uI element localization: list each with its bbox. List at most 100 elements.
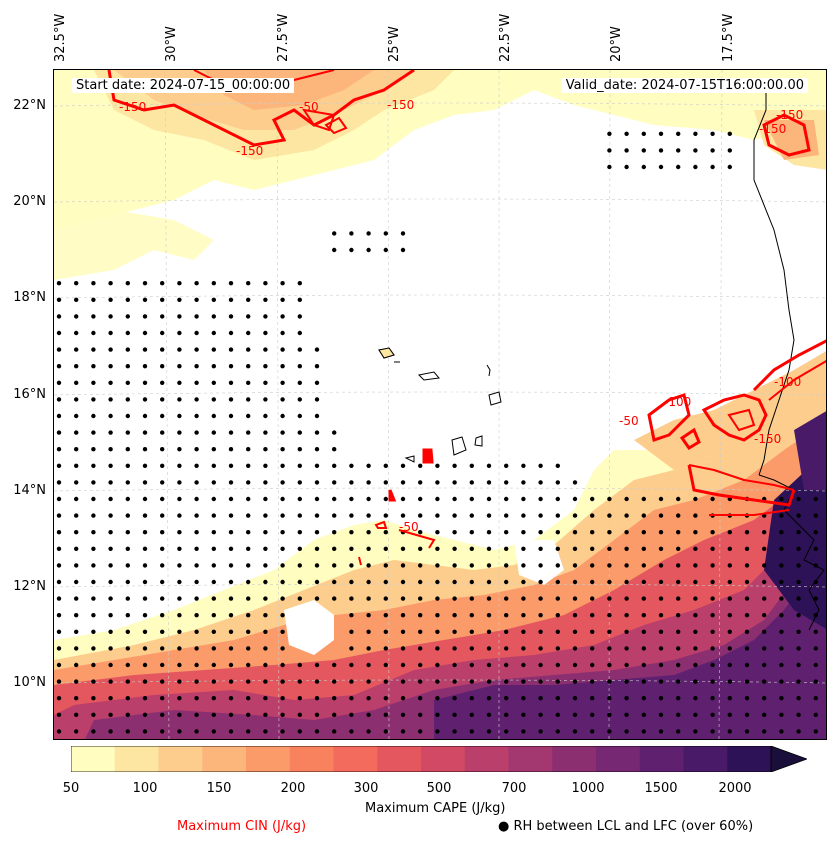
rh-dot bbox=[641, 613, 646, 618]
rh-dot bbox=[194, 463, 199, 468]
rh-dot bbox=[91, 463, 96, 468]
rh-dot bbox=[108, 430, 113, 435]
colorbar-cell bbox=[333, 746, 378, 772]
rh-dot bbox=[228, 430, 234, 435]
map-panel[interactable]: -150 -150 -50 -100 -150 -150 -50 -100 -1… bbox=[53, 69, 827, 740]
rh-dot bbox=[56, 447, 62, 452]
rh-dot bbox=[572, 629, 578, 634]
rh-dot bbox=[521, 696, 526, 701]
rh-dot bbox=[280, 579, 285, 585]
rh-dot bbox=[710, 496, 715, 502]
rh-dot bbox=[160, 281, 165, 286]
rh-dot bbox=[744, 729, 750, 734]
rh-dot bbox=[400, 662, 406, 668]
rh-dot bbox=[91, 496, 96, 502]
rh-dot bbox=[486, 629, 492, 634]
rh-dot bbox=[56, 712, 62, 717]
rh-dot bbox=[332, 231, 337, 236]
rh-dot bbox=[555, 496, 560, 502]
rh-dot bbox=[744, 563, 750, 568]
rh-legend-label: RH between LCL and LFC (over 60%) bbox=[513, 819, 754, 834]
rh-dot bbox=[400, 579, 406, 585]
rh-dot bbox=[504, 563, 509, 568]
rh-dot bbox=[125, 696, 130, 701]
rh-dot bbox=[332, 696, 337, 701]
rh-dot bbox=[142, 596, 148, 601]
rh-dot bbox=[280, 546, 285, 551]
cin-label: -100 bbox=[664, 395, 692, 409]
rh-dot bbox=[108, 463, 113, 468]
rh-dot bbox=[194, 546, 199, 551]
rh-dot bbox=[762, 563, 767, 568]
rh-dot bbox=[332, 679, 337, 684]
colorbar-cell bbox=[246, 746, 291, 772]
rh-dot bbox=[727, 596, 732, 601]
rh-dot bbox=[538, 513, 543, 518]
rh-dot bbox=[160, 629, 165, 634]
rh-dot bbox=[796, 563, 801, 568]
rh-dot bbox=[607, 679, 612, 684]
rh-dot bbox=[108, 729, 113, 734]
rh-dot bbox=[314, 430, 320, 435]
rh-dot bbox=[56, 729, 62, 734]
rh-dot bbox=[108, 712, 113, 717]
rh-dot bbox=[263, 712, 268, 717]
rh-dot bbox=[400, 712, 406, 717]
rh-dot bbox=[555, 679, 560, 684]
rh-dot bbox=[280, 530, 285, 535]
rh-dot bbox=[314, 413, 320, 419]
rh-dot bbox=[521, 546, 526, 551]
rh-dot bbox=[125, 447, 130, 452]
rh-dot bbox=[469, 613, 474, 618]
rh-dot bbox=[607, 496, 612, 502]
rh-dot bbox=[538, 496, 543, 502]
rh-dot bbox=[228, 729, 234, 734]
rh-dot bbox=[177, 563, 182, 568]
rh-dot bbox=[177, 729, 182, 734]
rh-dot bbox=[538, 563, 543, 568]
start-date-text: Start date: 2024-07-15_00:00:00 bbox=[72, 78, 295, 93]
rh-dot bbox=[142, 679, 148, 684]
rh-dot bbox=[142, 463, 148, 468]
rh-dot bbox=[383, 563, 388, 568]
rh-dot bbox=[504, 480, 509, 485]
colorbar-tick: 1000 bbox=[571, 781, 605, 796]
colorbar-tick: 100 bbox=[132, 781, 158, 796]
rh-dot bbox=[641, 679, 646, 684]
rh-dot bbox=[469, 729, 474, 734]
rh-dot bbox=[452, 513, 457, 518]
rh-dot bbox=[194, 330, 199, 336]
rh-dot bbox=[332, 480, 337, 485]
rh-dot bbox=[142, 297, 148, 302]
rh-dot bbox=[228, 447, 234, 452]
rh-dot bbox=[727, 546, 732, 551]
rh-dot bbox=[813, 629, 818, 634]
rh-dot bbox=[366, 546, 371, 551]
rh-dot bbox=[56, 347, 62, 352]
rh-dot bbox=[555, 646, 560, 651]
rh-dot bbox=[486, 480, 492, 485]
rh-dot bbox=[435, 546, 440, 551]
rh-dot bbox=[452, 729, 457, 734]
rh-dot bbox=[194, 513, 199, 518]
rh-dot bbox=[762, 546, 767, 551]
rh-marker-icon: ● bbox=[498, 819, 510, 834]
rh-dot bbox=[607, 596, 612, 601]
rh-dot bbox=[469, 646, 474, 651]
rh-dot bbox=[727, 563, 732, 568]
rh-dot bbox=[572, 696, 578, 701]
cin-label: -150 bbox=[119, 100, 147, 114]
rh-dot bbox=[641, 646, 646, 651]
rh-dot bbox=[297, 413, 302, 419]
rh-dot bbox=[727, 131, 732, 136]
rh-dot bbox=[693, 131, 698, 136]
rh-dot bbox=[194, 314, 199, 319]
rh-dot bbox=[91, 546, 96, 551]
rh-dot bbox=[521, 613, 526, 618]
rh-dot bbox=[246, 281, 251, 286]
rh-dot bbox=[332, 247, 337, 253]
rh-dot bbox=[813, 546, 818, 551]
rh-dot bbox=[555, 662, 560, 668]
rh-dot bbox=[572, 496, 578, 502]
rh-dot bbox=[263, 297, 268, 302]
